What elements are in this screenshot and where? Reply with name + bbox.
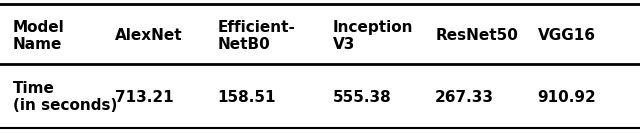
Text: 555.38: 555.38 bbox=[333, 90, 392, 105]
Text: 713.21: 713.21 bbox=[115, 90, 174, 105]
Text: Inception
V3: Inception V3 bbox=[333, 20, 413, 52]
Text: 158.51: 158.51 bbox=[218, 90, 276, 105]
Text: 267.33: 267.33 bbox=[435, 90, 494, 105]
Text: Time
(in seconds): Time (in seconds) bbox=[13, 81, 117, 113]
Text: Model
Name: Model Name bbox=[13, 20, 65, 52]
Text: AlexNet: AlexNet bbox=[115, 28, 183, 43]
Text: VGG16: VGG16 bbox=[538, 28, 596, 43]
Text: 910.92: 910.92 bbox=[538, 90, 596, 105]
Text: ResNet50: ResNet50 bbox=[435, 28, 518, 43]
Text: Efficient-
NetB0: Efficient- NetB0 bbox=[218, 20, 296, 52]
